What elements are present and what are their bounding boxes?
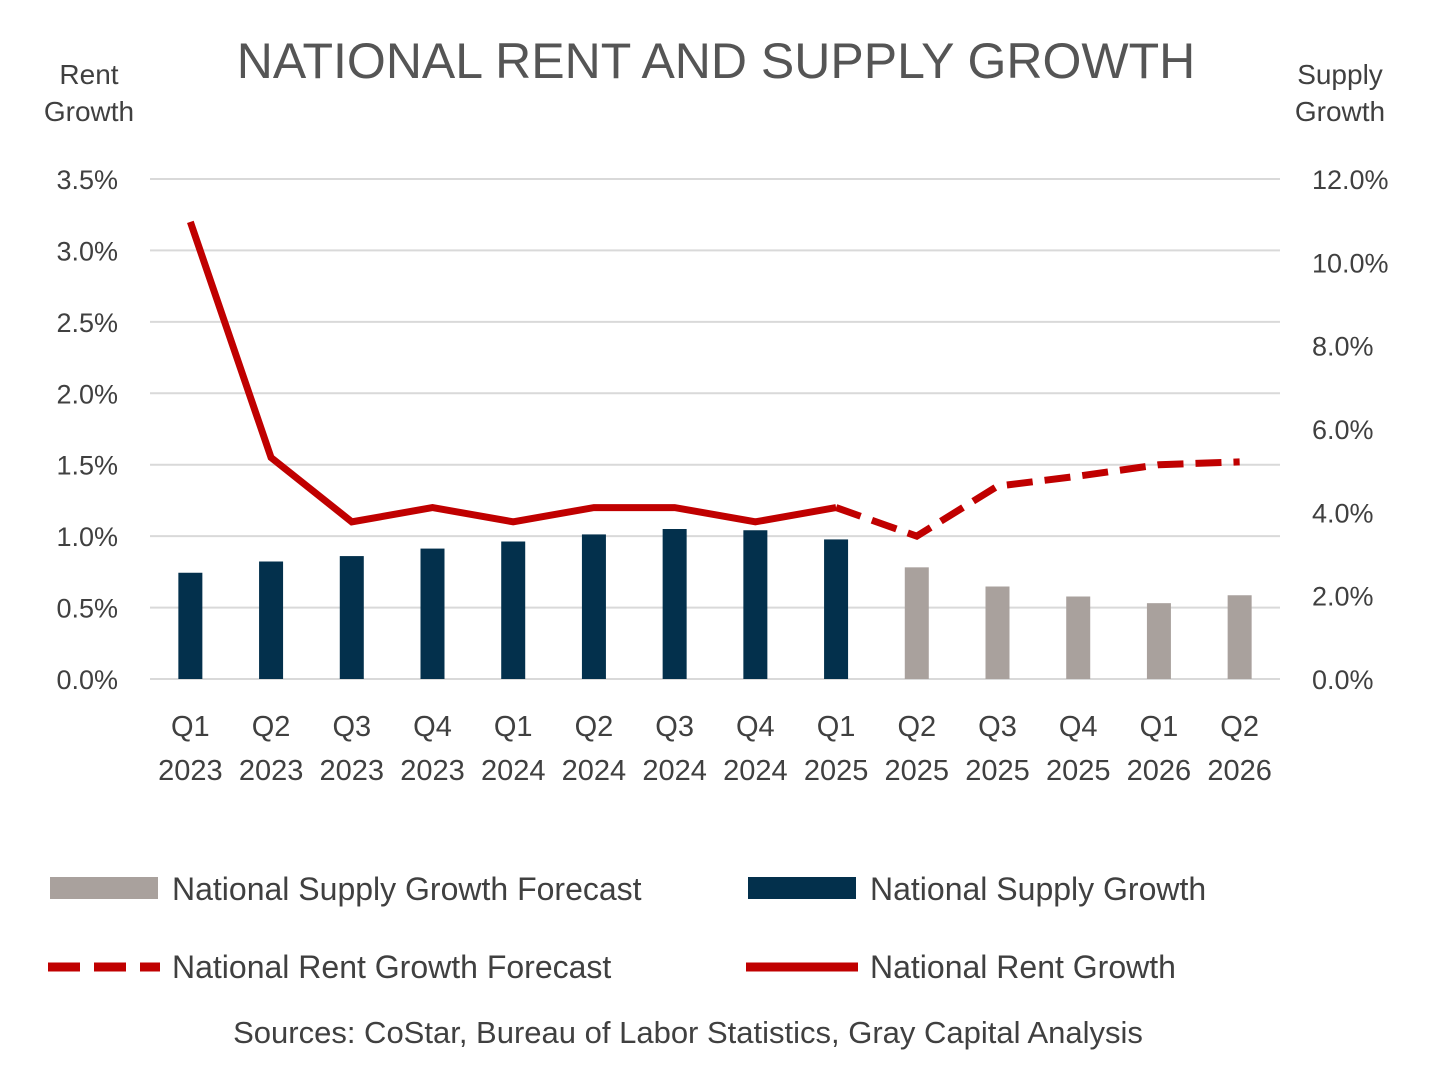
category-labels: Q1 2023 Q2 2023 Q3 2023 Q4 2023 Q1 2024 Q2 2024 Q3 20…	[158, 711, 1272, 787]
national-supply-growth-forecast-bar	[985, 586, 1010, 679]
category-label-quarter: Q1	[1140, 711, 1179, 743]
category-label-quarter: Q3	[332, 711, 371, 743]
category-label-quarter: Q4	[736, 711, 775, 743]
right-tick-label: 4.0%	[1312, 498, 1374, 528]
category-label-year: 2023	[158, 755, 223, 787]
national-supply-growth-forecast-bar	[1066, 596, 1091, 679]
lines	[187, 220, 1240, 541]
left-tick-label: 1.5%	[56, 451, 118, 481]
national-supply-growth-bar	[420, 548, 445, 679]
national-supply-growth-bar	[178, 572, 203, 679]
national-supply-growth-forecast-bar	[1227, 595, 1252, 679]
left-tick-label: 3.0%	[56, 236, 118, 266]
right-axis-title-line1: Supply	[1297, 59, 1383, 90]
category-label-year: 2025	[804, 755, 869, 787]
national-supply-growth-bar	[743, 530, 768, 679]
category-label-quarter: Q2	[252, 711, 291, 743]
right-axis-ticks: 0.0% 2.0% 4.0% 6.0% 8.0% 10.0% 12.0%	[1312, 165, 1389, 695]
category-label-quarter: Q1	[171, 711, 210, 743]
category-label-quarter: Q3	[655, 711, 694, 743]
left-tick-label: 0.0%	[56, 665, 118, 695]
right-tick-label: 12.0%	[1312, 165, 1389, 195]
right-tick-label: 2.0%	[1312, 582, 1374, 612]
category-label-quarter: Q4	[1059, 711, 1098, 743]
legend-swatch-supply	[748, 877, 856, 899]
national-supply-growth-bar	[662, 529, 687, 679]
category-label-quarter: Q4	[413, 711, 452, 743]
legend-label-supply-forecast: National Supply Growth Forecast	[172, 871, 642, 907]
right-tick-label: 8.0%	[1312, 332, 1374, 362]
right-tick-label: 10.0%	[1312, 248, 1389, 278]
legend: National Supply Growth Forecast National…	[48, 871, 1206, 985]
category-label-year: 2025	[885, 755, 950, 787]
left-axis-ticks: 0.0% 0.5% 1.0% 1.5% 2.0% 2.5% 3.0% 3.5%	[56, 165, 118, 695]
left-tick-label: 2.0%	[56, 379, 118, 409]
category-label-year: 2026	[1207, 755, 1272, 787]
left-tick-label: 1.0%	[56, 522, 118, 552]
bars	[178, 529, 1252, 679]
national-supply-growth-bar	[259, 561, 284, 679]
category-label-year: 2023	[239, 755, 304, 787]
national-rent-growth-forecast-line	[834, 458, 1240, 541]
category-label-quarter: Q2	[575, 711, 614, 743]
category-label-quarter: Q1	[817, 711, 856, 743]
category-label-year: 2024	[642, 755, 707, 787]
legend-label-supply: National Supply Growth	[870, 871, 1206, 907]
right-axis-title-line2: Growth	[1295, 96, 1385, 127]
category-label-year: 2024	[481, 755, 546, 787]
national-supply-growth-forecast-bar	[1146, 603, 1171, 679]
left-tick-label: 3.5%	[56, 165, 118, 195]
legend-swatch-supply-forecast	[50, 877, 158, 899]
national-rent-growth-line	[187, 220, 837, 526]
national-supply-growth-forecast-bar	[904, 567, 929, 679]
left-axis-title-line2: Growth	[44, 96, 134, 127]
right-tick-label: 0.0%	[1312, 665, 1374, 695]
category-label-quarter: Q2	[897, 711, 936, 743]
category-label-year: 2023	[320, 755, 385, 787]
national-supply-growth-bar	[339, 556, 364, 679]
category-label-year: 2025	[1046, 755, 1111, 787]
category-label-year: 2025	[965, 755, 1030, 787]
national-supply-growth-bar	[824, 539, 849, 679]
category-label-year: 2024	[562, 755, 627, 787]
category-label-quarter: Q1	[494, 711, 533, 743]
national-supply-growth-bar	[501, 541, 526, 679]
category-label-year: 2023	[400, 755, 465, 787]
category-label-year: 2026	[1127, 755, 1192, 787]
left-tick-label: 2.5%	[56, 308, 118, 338]
category-label-quarter: Q2	[1220, 711, 1259, 743]
gridlines	[150, 178, 1280, 680]
chart-title: NATIONAL RENT AND SUPPLY GROWTH	[237, 33, 1196, 89]
left-axis-title-line1: Rent	[59, 59, 118, 90]
category-label-quarter: Q3	[978, 711, 1017, 743]
legend-label-rent-forecast: National Rent Growth Forecast	[172, 949, 611, 985]
source-note: Sources: CoStar, Bureau of Labor Statist…	[233, 1015, 1143, 1050]
legend-label-rent: National Rent Growth	[870, 949, 1176, 985]
category-label-year: 2024	[723, 755, 788, 787]
left-tick-label: 0.5%	[56, 594, 118, 624]
right-tick-label: 6.0%	[1312, 415, 1374, 445]
national-supply-growth-bar	[581, 534, 606, 679]
